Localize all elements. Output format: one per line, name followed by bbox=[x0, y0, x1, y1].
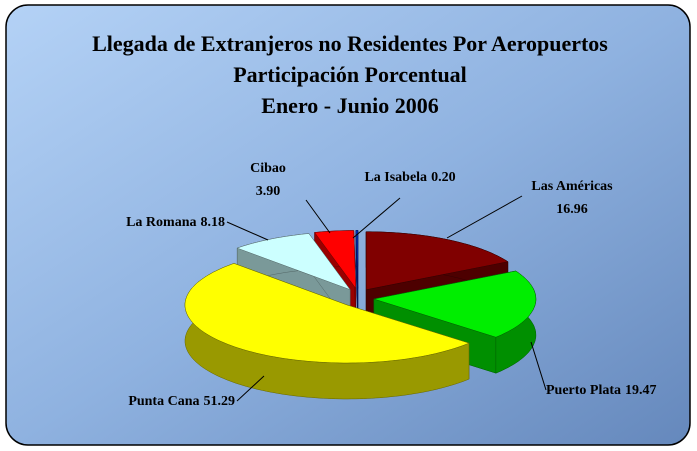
slice-top bbox=[184, 263, 470, 364]
labels: Las Américas 16.96 Puerto Plata 19.47 Punta … bbox=[126, 161, 656, 409]
data-label-name: Cibao bbox=[250, 161, 286, 176]
slice bbox=[184, 263, 470, 400]
pie bbox=[184, 230, 537, 400]
slice-top bbox=[236, 233, 351, 291]
data-label-value: 8.18 bbox=[201, 215, 226, 230]
data-label-value: 0.20 bbox=[431, 170, 456, 185]
data-label: La Isabela 0.20 bbox=[364, 170, 455, 185]
slice-top bbox=[373, 270, 537, 338]
chart-subtitle: Enero - Junio 2006 bbox=[261, 93, 438, 118]
data-label-name: La Isabela bbox=[364, 170, 427, 185]
leader-line bbox=[352, 197, 401, 239]
slice-top bbox=[365, 231, 509, 291]
leader-line bbox=[236, 375, 265, 402]
chart-title: Llegada de Extranjeros no Residentes Por… bbox=[92, 31, 608, 56]
data-label: Punta Cana 51.29 bbox=[128, 394, 235, 409]
data-label: Puerto Plata 19.47 bbox=[546, 383, 657, 398]
data-label: La Romana 8.18 bbox=[126, 215, 225, 230]
leader-line bbox=[305, 199, 331, 234]
chart-subtitle: Participación Porcentual bbox=[233, 62, 467, 87]
data-label-name: Puerto Plata bbox=[546, 383, 621, 398]
leader-line bbox=[226, 221, 269, 241]
data-label-value: 51.29 bbox=[204, 394, 236, 409]
data-label-value: 16.96 bbox=[556, 202, 588, 217]
leader-line bbox=[530, 341, 547, 391]
slice-top bbox=[314, 230, 357, 290]
data-label-name: Las Américas bbox=[531, 179, 613, 194]
data-label-name: La Romana bbox=[126, 215, 196, 230]
data-label-value: 3.90 bbox=[256, 184, 281, 199]
leader-line bbox=[446, 195, 523, 239]
data-label-name: Punta Cana bbox=[128, 394, 199, 409]
data-label-value: 19.47 bbox=[625, 383, 657, 398]
slice-top bbox=[355, 230, 359, 289]
